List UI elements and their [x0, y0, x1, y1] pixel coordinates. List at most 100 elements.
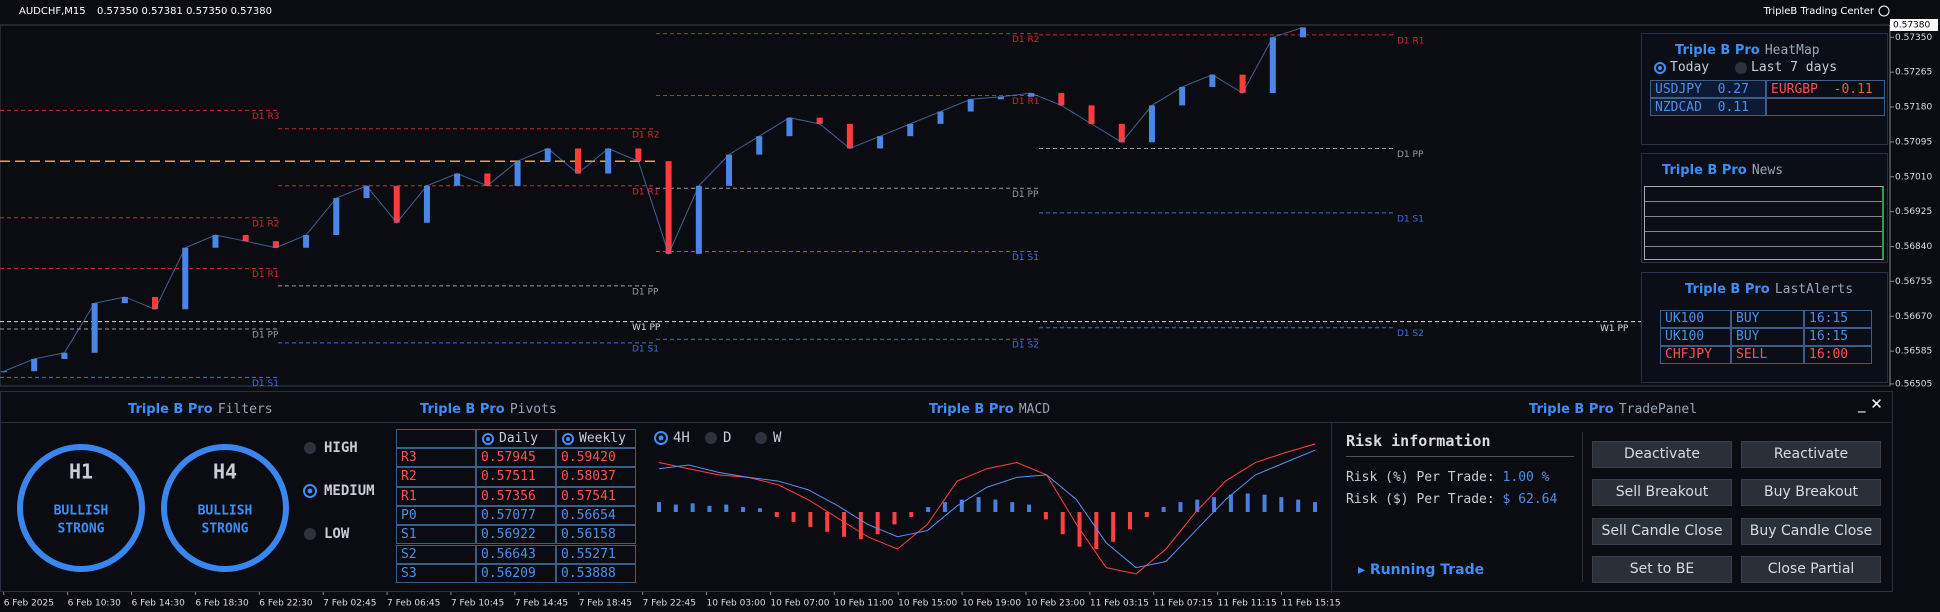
pivot-cell: 0.56643 — [476, 544, 556, 564]
action-button[interactable]: Buy Candle Close — [1741, 517, 1881, 545]
panel-title: Pivots — [509, 402, 557, 417]
filters: H1 BULLISH STRONG H4 BULLISH STRONG HIGH MEDIUM… — [17, 440, 375, 572]
candle — [514, 161, 521, 186]
radio[interactable] — [705, 432, 717, 444]
action-button[interactable]: Reactivate — [1741, 441, 1881, 468]
radio[interactable] — [562, 433, 574, 445]
alert-cell: SELL — [1731, 346, 1804, 364]
candle — [1148, 105, 1155, 143]
candle — [152, 296, 159, 310]
alert-cell: UK100 — [1660, 328, 1731, 346]
pivot-cell: 0.57511 — [476, 467, 556, 487]
alert-cell: 16:15 — [1804, 310, 1872, 328]
period[interactable]: Last 7 days — [1751, 60, 1838, 75]
x-tick-label: 7 Feb 06:45 — [387, 599, 440, 609]
action-button[interactable]: Sell Candle Close — [1592, 517, 1732, 545]
x-tick-label: 6 Feb 22:30 — [259, 599, 313, 609]
panel-brand: Triple B Pro — [420, 402, 505, 417]
pivot-cell: 0.56922 — [476, 525, 556, 545]
filter-strength: STRONG — [58, 522, 105, 537]
macd-bar — [926, 507, 931, 512]
y-tick-label: 0.56670 — [1895, 312, 1932, 322]
alert-cell: BUY — [1731, 328, 1804, 346]
candle — [635, 148, 642, 162]
x-tick-label: 7 Feb 14:45 — [515, 599, 568, 609]
alert-cell: CHFJPY — [1660, 346, 1731, 364]
pivot-label: D1 S2 — [1397, 329, 1424, 339]
radio[interactable] — [304, 528, 316, 540]
heatmap-panel: Triple B Pro HeatMap USDJPY 0.27 EURGBP … — [1641, 33, 1888, 145]
radio-dot — [307, 488, 313, 494]
filter-level: MEDIUM — [324, 483, 375, 499]
period[interactable]: Today — [1670, 60, 1710, 75]
pivot-label: D1 R1 — [632, 187, 660, 197]
macd-bar — [892, 512, 897, 525]
candle — [484, 173, 491, 186]
candle — [756, 136, 763, 155]
pivot-header-text: Daily — [499, 431, 539, 446]
x-tick-label: 10 Feb 23:00 — [1026, 599, 1085, 609]
panel-title: TradePanel — [1618, 402, 1698, 417]
y-tick-label: 0.56840 — [1895, 242, 1932, 252]
panel-brand: Triple B Pro — [1529, 402, 1614, 417]
pivot-cell: 0.56158 — [556, 525, 636, 545]
filter-bias: BULLISH — [198, 504, 253, 519]
radio[interactable] — [755, 432, 767, 444]
pivot-label: W1 PP — [1600, 324, 1629, 334]
heatmap-cell: EURGBP -0.11 — [1766, 80, 1885, 98]
candle — [1118, 123, 1125, 143]
pivot-cell: P0 — [396, 505, 476, 526]
radio[interactable] — [304, 442, 316, 454]
action-button[interactable]: Close Partial — [1741, 555, 1881, 583]
x-tick-label: 11 Feb 07:15 — [1154, 599, 1213, 609]
timeframe: D — [723, 430, 731, 446]
candle — [544, 148, 551, 162]
radio[interactable] — [1735, 62, 1747, 74]
pivot-label: D1 R2 — [1012, 35, 1040, 45]
action-button[interactable]: Deactivate — [1592, 441, 1732, 468]
radio[interactable] — [1654, 62, 1666, 74]
candle — [363, 185, 370, 199]
macd-bar — [1228, 494, 1233, 512]
candle — [423, 185, 430, 223]
candle — [816, 117, 823, 124]
pivot-cell: 0.57356 — [476, 486, 556, 506]
radio[interactable] — [482, 433, 494, 445]
filter-bias: BULLISH — [54, 504, 109, 519]
action-button[interactable]: Set to BE — [1592, 555, 1732, 583]
panel-brand: Triple B Pro — [1675, 43, 1760, 58]
macd-bar — [976, 497, 981, 512]
alert-cell: 16:00 — [1804, 346, 1872, 364]
filter-timeframe: H1 — [69, 460, 93, 484]
candle — [393, 185, 400, 223]
pivot-cell: R3 — [396, 448, 476, 468]
action-button[interactable]: Buy Breakout — [1741, 479, 1881, 507]
pivot-label: D1 R1 — [252, 270, 280, 280]
macd-bar — [1313, 502, 1317, 512]
timeframe: W — [773, 430, 782, 446]
pivot-cell: R1 — [396, 486, 476, 506]
action-button[interactable]: Sell Breakout — [1592, 479, 1732, 507]
candle — [1239, 74, 1246, 94]
candle — [1269, 37, 1276, 94]
candle — [242, 235, 249, 242]
pivot-cell: S1 — [396, 525, 476, 545]
y-tick-label: 0.57350 — [1895, 33, 1932, 43]
pivot-label: D1 PP — [1397, 150, 1424, 160]
macd-bar — [1296, 499, 1301, 512]
candle — [695, 185, 702, 254]
macd-bar — [1144, 512, 1149, 517]
running-trade[interactable]: ▸ Running Trade — [1358, 562, 1485, 578]
x-tick-label: 6 Feb 18:30 — [195, 599, 249, 609]
window-buttons[interactable]: _ ✕ — [1858, 395, 1883, 413]
pivot-label: D1 S2 — [1012, 341, 1039, 351]
pivot-label: D1 S1 — [1397, 214, 1424, 224]
pivot-cell: 0.56209 — [476, 563, 556, 584]
x-tick-label: 10 Feb 11:00 — [834, 599, 893, 609]
macd-bar — [959, 499, 964, 512]
candle — [1028, 93, 1035, 97]
filter-strength: STRONG — [202, 522, 249, 537]
macd-bar — [842, 512, 847, 537]
pivot-cell: 0.53888 — [556, 563, 636, 584]
